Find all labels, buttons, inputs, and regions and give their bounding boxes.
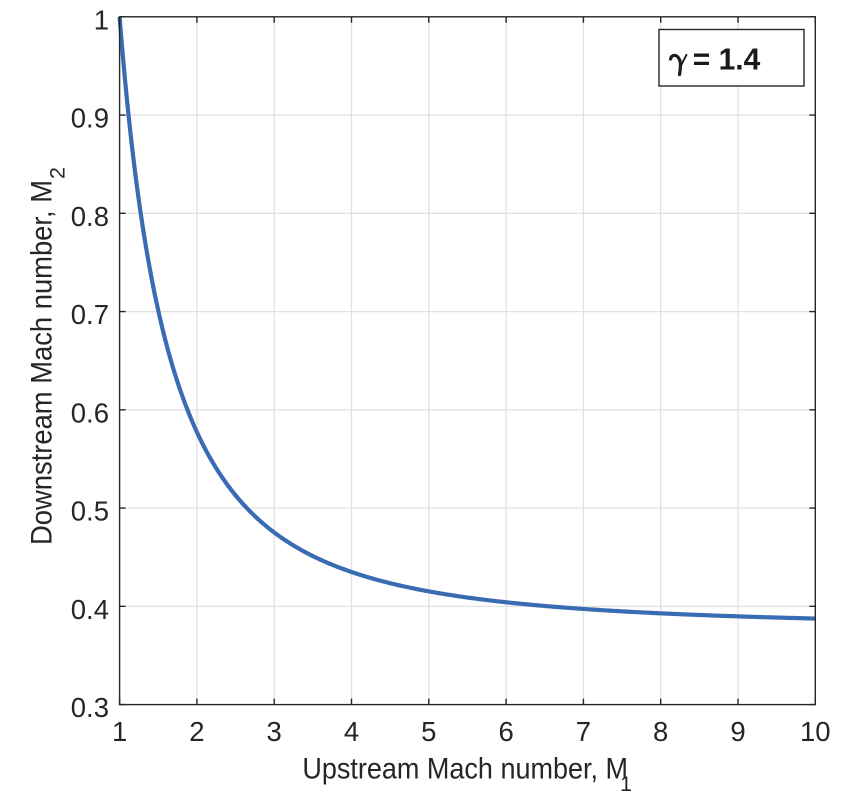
svg-text:0.7: 0.7	[71, 299, 109, 330]
svg-text:0.8: 0.8	[71, 201, 109, 232]
svg-text:0.3: 0.3	[71, 692, 109, 723]
svg-text:5: 5	[421, 716, 436, 747]
svg-text:0.9: 0.9	[71, 103, 109, 134]
svg-text:Upstream Mach number, M: Upstream Mach number, M	[302, 752, 628, 785]
svg-text:0.4: 0.4	[71, 594, 109, 625]
svg-text:8: 8	[653, 716, 668, 747]
svg-text:7: 7	[576, 716, 591, 747]
svg-text:2: 2	[189, 716, 204, 747]
svg-text:0.5: 0.5	[71, 496, 109, 527]
svg-text:= 1.4: = 1.4	[693, 42, 761, 76]
svg-text:1: 1	[112, 716, 127, 747]
svg-text:2: 2	[46, 167, 70, 179]
svg-text:Downstream Mach number, M: Downstream Mach number, M	[26, 180, 59, 545]
svg-text:0.6: 0.6	[71, 397, 109, 428]
svg-text:3: 3	[267, 716, 282, 747]
svg-text:1: 1	[94, 4, 109, 35]
svg-text:1: 1	[620, 772, 632, 796]
svg-text:6: 6	[498, 716, 513, 747]
svg-text:9: 9	[730, 716, 745, 747]
svg-text:4: 4	[344, 716, 359, 747]
svg-text:10: 10	[800, 716, 831, 747]
